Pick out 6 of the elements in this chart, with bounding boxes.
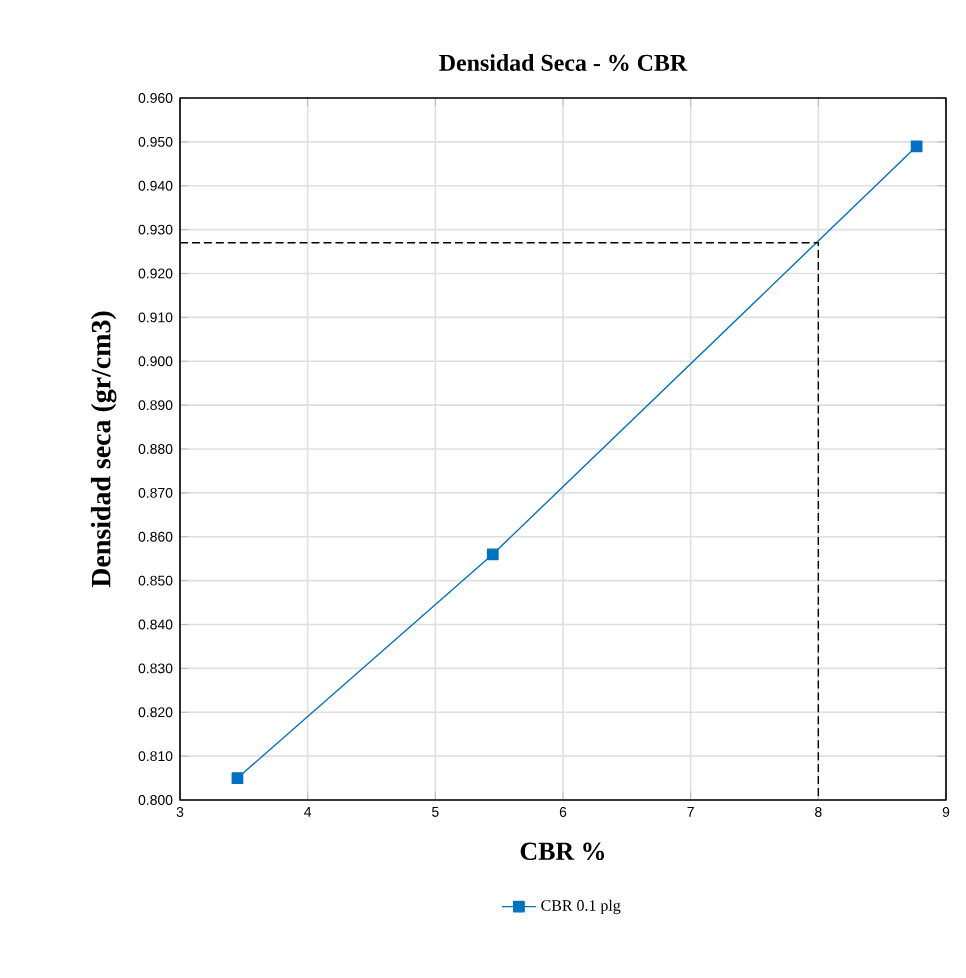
y-axis-title: Densidad seca (gr/cm3) [90, 311, 117, 588]
x-axis-title: CBR % [520, 842, 605, 861]
point [486, 548, 499, 561]
point [231, 772, 244, 784]
chart-title: Densidad Seca - % CBR [439, 54, 688, 72]
point [910, 140, 923, 153]
